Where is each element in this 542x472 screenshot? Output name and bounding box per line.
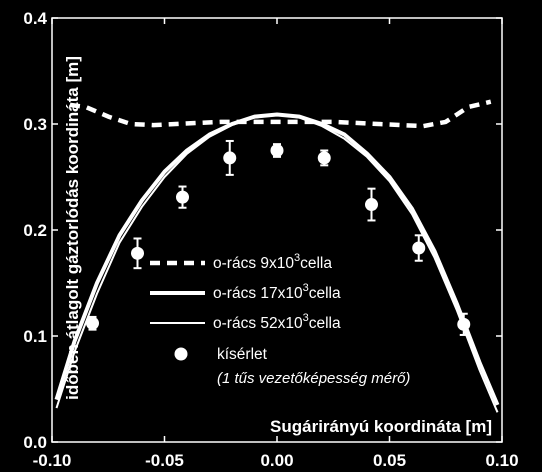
data-point [131,246,144,260]
legend-sublabel: (1 tűs vezetőképesség mérő) [217,370,410,387]
series-line-2 [55,113,499,413]
data-point [176,190,189,204]
legend-label: o-rács 9x103cella [213,252,332,272]
x-tick-label: 0.05 [373,451,406,470]
x-axis-label: Sugárirányú koordináta [m] [270,417,492,436]
data-point [412,241,426,255]
legend-label: kísérlet [217,346,268,363]
legend-label: o-rács 52x103cella [213,312,341,332]
x-tick-label: 0.00 [260,451,293,470]
data-point [317,151,331,165]
series-line-0 [69,99,492,129]
series-layer [54,99,500,413]
y-tick-label: 0.2 [23,221,47,240]
y-tick-label: 0.0 [23,433,47,452]
data-point [223,151,237,165]
x-tick-label: 0.10 [485,451,518,470]
legend-marker [174,347,188,361]
data-point [365,198,378,212]
data-point [457,317,471,331]
y-tick-label: 0.1 [23,327,47,346]
markers-layer [86,139,471,336]
legend: o-rács 9x103cella o-rács 17x103cella o-rác… [150,252,410,387]
y-tick-label: 0.3 [23,115,47,134]
x-tick-label: -0.05 [145,451,184,470]
ticks: -0.10 -0.05 0.00 0.05 0.10 0.0 0.1 0.2 0.3 0.4 [23,9,518,470]
y-tick-label: 0.4 [23,9,47,28]
y-axis-label: időben átlagolt gáztorlódás koordináta [… [63,56,82,400]
data-point [86,316,99,330]
legend-label: o-rács 17x103cella [213,282,341,302]
data-point [270,144,284,157]
x-tick-label: -0.10 [33,451,72,470]
